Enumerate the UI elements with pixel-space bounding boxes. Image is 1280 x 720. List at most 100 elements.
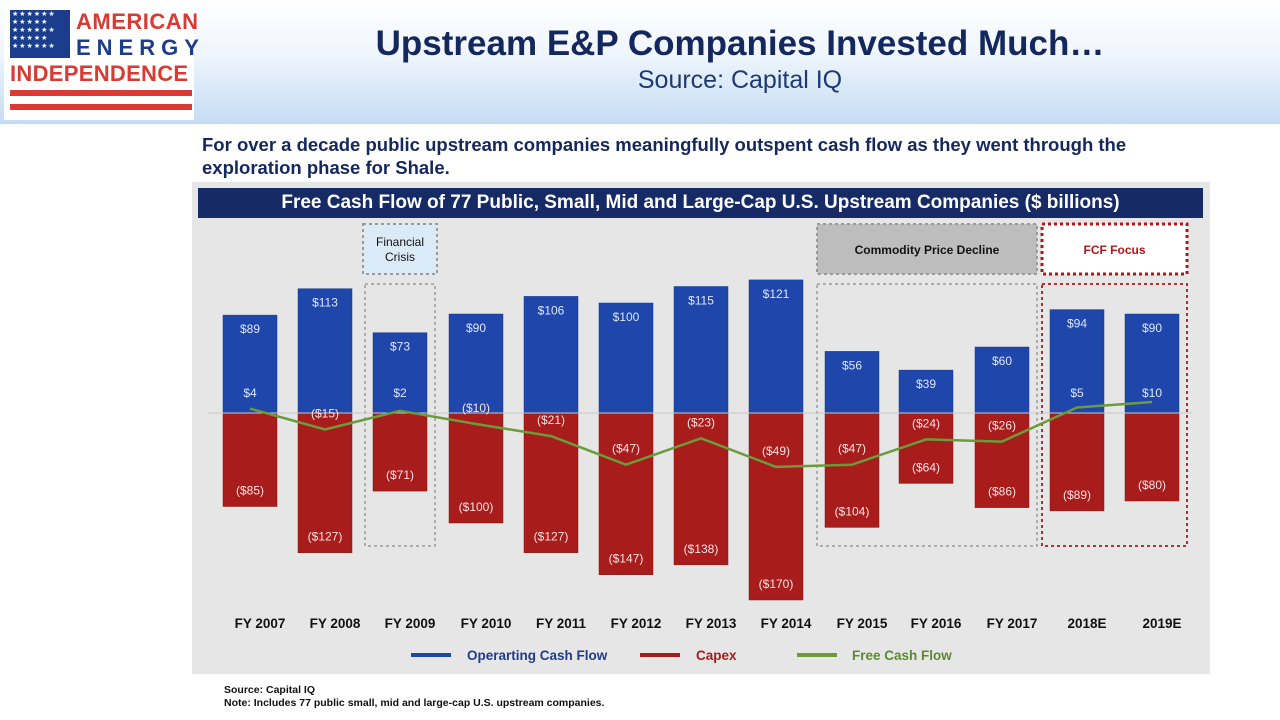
legend-label: Operarting Cash Flow: [467, 648, 608, 663]
capex-bar: [372, 412, 428, 492]
capex-bar: [974, 412, 1030, 508]
ocf-data-label: $113: [312, 296, 338, 310]
ocf-bar: [598, 302, 654, 414]
capex-bar: [824, 412, 880, 528]
capex-data-label: ($100): [459, 500, 494, 514]
x-tick-label: FY 2009: [385, 616, 436, 631]
fcf-data-label: ($26): [988, 419, 1016, 433]
ocf-bar: [898, 369, 954, 414]
logo-stripe: [10, 104, 192, 110]
fcf-data-label: ($10): [462, 401, 490, 415]
page-subtitle: Source: Capital IQ: [637, 66, 843, 94]
fcf-data-label: ($15): [311, 407, 339, 421]
ocf-data-label: $94: [1067, 317, 1087, 331]
capex-data-label: ($127): [534, 530, 569, 544]
capex-bar: [1049, 412, 1105, 512]
chart-title: Free Cash Flow of 77 Public, Small, Mid …: [198, 188, 1203, 218]
capex-bar: [748, 412, 804, 601]
annotation-label: FCF Focus: [1084, 243, 1146, 257]
ocf-bar: [1049, 309, 1105, 414]
capex-data-label: ($71): [386, 468, 414, 482]
x-tick-label: FY 2015: [837, 616, 888, 631]
capex-bar: [448, 412, 504, 524]
capex-bar: [297, 412, 353, 553]
fcf-data-label: ($49): [762, 444, 790, 458]
page-title: Upstream E&P Companies Invested Much…: [375, 24, 1105, 63]
ocf-data-label: $121: [763, 287, 790, 301]
ocf-bar: [222, 314, 278, 414]
ocf-bar: [297, 288, 353, 414]
ocf-bar: [824, 351, 880, 414]
annotation-label: Crisis: [385, 250, 415, 264]
annotation-region-box: [1041, 283, 1188, 547]
x-tick-label: FY 2013: [686, 616, 737, 631]
x-tick-label: 2019E: [1142, 616, 1181, 631]
fcf-data-label: $2: [393, 386, 407, 400]
x-tick-label: FY 2017: [987, 616, 1038, 631]
capex-data-label: ($86): [988, 485, 1016, 499]
x-tick-label: FY 2011: [536, 616, 587, 631]
ocf-data-label: $115: [688, 294, 714, 308]
fcf-line: [249, 400, 1153, 469]
footer-note: Note: Includes 77 public small, mid and …: [224, 697, 605, 709]
annotation-label: Commodity Price Decline: [855, 243, 1000, 257]
legend-label: Free Cash Flow: [852, 648, 952, 663]
x-tick-label: 2018E: [1067, 616, 1106, 631]
fcf-data-label: $4: [243, 386, 257, 400]
ocf-data-label: $90: [466, 321, 486, 335]
annotation-region-box: [816, 283, 1038, 547]
capex-bar: [222, 412, 278, 507]
ocf-bar: [748, 279, 804, 414]
fcf-data-label: ($47): [612, 442, 640, 456]
ocf-data-label: $73: [390, 340, 410, 354]
x-tick-label: FY 2016: [911, 616, 962, 631]
footer-notes: Source: Capital IQ Note: Includes 77 pub…: [224, 684, 604, 710]
fcf-data-label: $5: [1070, 386, 1084, 400]
capex-data-label: ($138): [684, 542, 719, 556]
ocf-bar: [372, 332, 428, 414]
fcf-data-label: $10: [1142, 386, 1162, 400]
x-tick-label: FY 2014: [761, 616, 812, 631]
capex-bar: [1124, 412, 1180, 502]
legend-label: Capex: [696, 648, 737, 663]
capex-data-label: ($170): [759, 577, 794, 591]
intro-text: For over a decade public upstream compan…: [202, 134, 1127, 178]
x-tick-label: FY 2010: [461, 616, 512, 631]
x-tick-label: FY 2008: [310, 616, 361, 631]
ocf-data-label: $39: [916, 377, 936, 391]
logo-text-energy: ENERGY: [76, 35, 205, 60]
fcf-data-label: ($23): [687, 415, 715, 429]
ocf-bar: [974, 346, 1030, 414]
ocf-data-label: $60: [992, 354, 1012, 368]
annotation-label-box: [1040, 222, 1189, 276]
annotation-label-box: [816, 223, 1038, 275]
logo-text-american: AMERICAN: [76, 9, 199, 34]
logo-text-independence: INDEPENDENCE: [10, 61, 189, 86]
header-band: [0, 0, 1280, 124]
ocf-bar: [1124, 313, 1180, 414]
fcf-data-label: ($21): [537, 413, 565, 427]
company-logo: ★★★★★★ ★★★★★ ★★★★★★ ★★★★★ ★★★★★★ AMERICA…: [4, 4, 199, 120]
capex-data-label: ($80): [1138, 478, 1166, 492]
ocf-data-label: $56: [842, 358, 862, 372]
capex-data-label: ($85): [236, 484, 264, 498]
ocf-data-label: $100: [613, 310, 640, 324]
capex-bar: [598, 412, 654, 575]
x-tick-label: FY 2012: [611, 616, 662, 631]
logo-stripe: [10, 90, 192, 96]
capex-data-label: ($89): [1063, 488, 1091, 502]
ocf-data-label: $89: [240, 322, 260, 336]
annotation-label-box: [362, 223, 438, 275]
capex-data-label: ($104): [835, 504, 870, 518]
annotation-region-box: [364, 283, 436, 547]
ocf-bar: [673, 286, 729, 414]
x-tick-label: FY 2007: [235, 616, 286, 631]
ocf-data-label: $106: [538, 303, 565, 317]
fcf-data-label: ($47): [838, 442, 866, 456]
capex-data-label: ($127): [308, 530, 343, 544]
ocf-data-label: $90: [1142, 321, 1162, 335]
annotation-label: Financial: [376, 235, 424, 249]
capex-data-label: ($64): [912, 460, 940, 474]
ocf-bar: [448, 313, 504, 414]
